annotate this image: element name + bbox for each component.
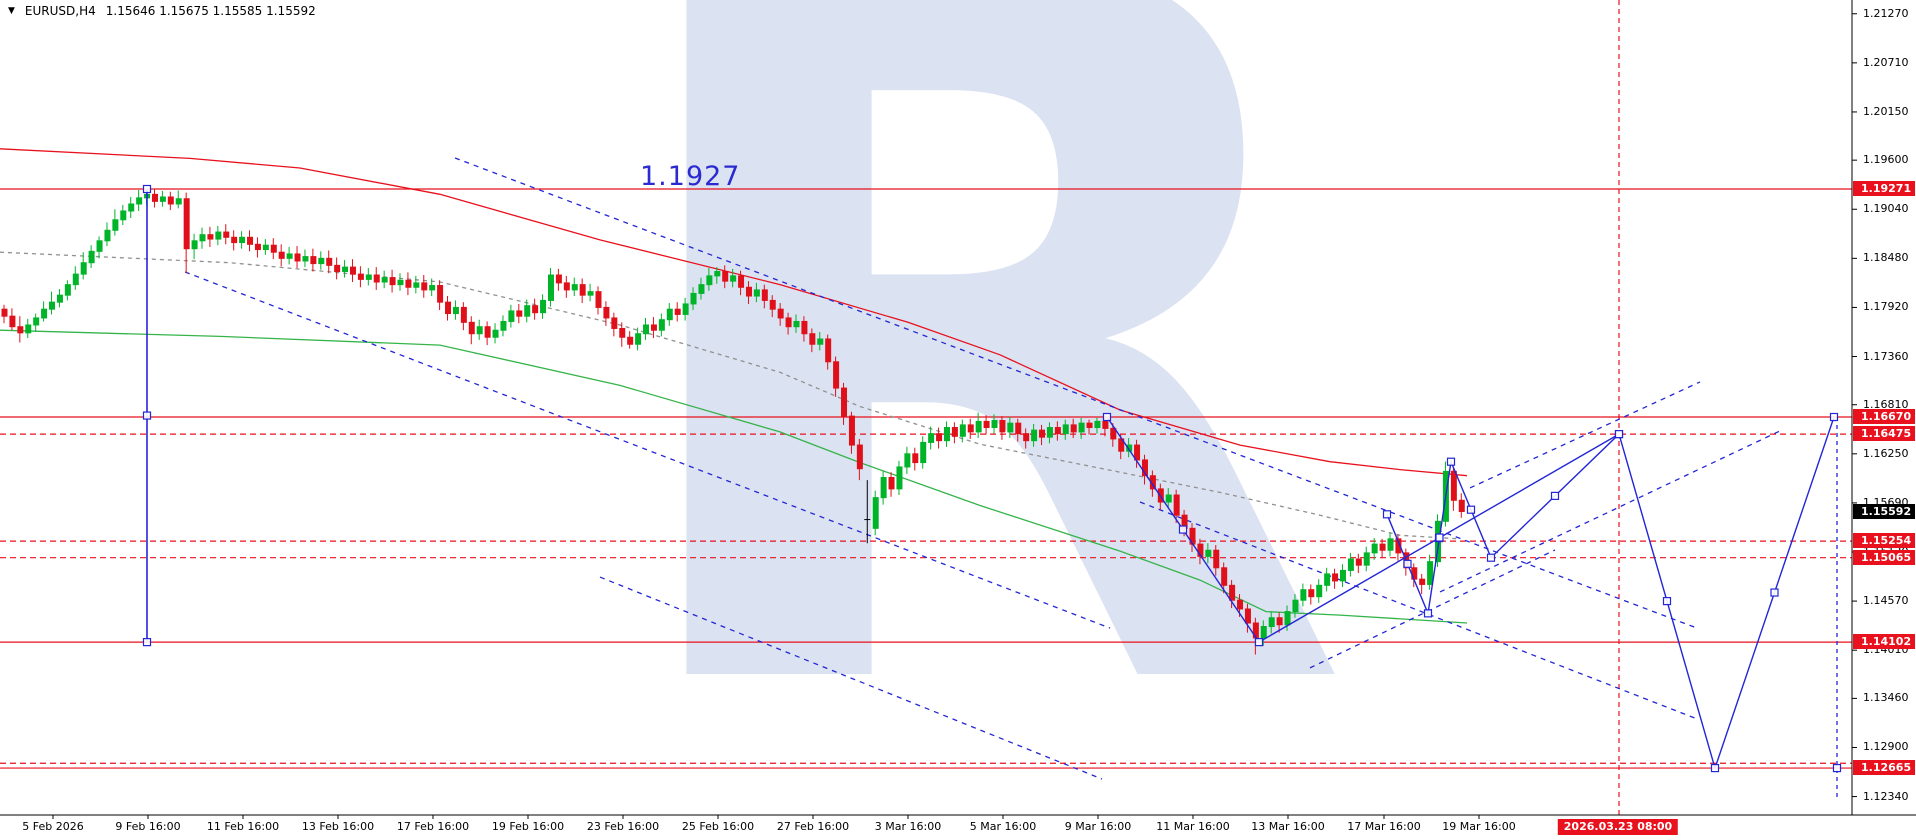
chart-title-bar[interactable]: ▼ EURUSD,H4 1.15646 1.15675 1.15585 1.15…: [8, 4, 316, 18]
object-handle-square: [1832, 763, 1842, 773]
object-handle-square: [1550, 491, 1560, 500]
object-handle-square: [1102, 412, 1112, 422]
price-axis-tick-label: 1.18480: [1863, 251, 1909, 265]
dashed-blue-trendlines[interactable]: [184, 157, 1783, 780]
object-handle-square: [1435, 533, 1444, 542]
time-axis-tick-label: 11 Mar 16:00: [1156, 820, 1230, 833]
time-axis-tick-label: 5 Mar 16:00: [969, 820, 1037, 833]
price-level-tag: 1.19271: [1853, 181, 1915, 196]
current-price-tag: 1.15592: [1853, 503, 1915, 519]
price-level-tag: 1.14102: [1853, 634, 1915, 650]
horizontal-level-lines[interactable]: [0, 188, 1852, 769]
broker-watermark-letter: R: [596, 0, 1355, 840]
time-axis-tick-label: 19 Feb 16:00: [491, 820, 565, 833]
wave-forecast-objects[interactable]: [142, 184, 1842, 800]
horizontal-level-lines-dashed[interactable]: [0, 433, 1852, 764]
object-handle-square: [1423, 609, 1433, 618]
object-handle-square: [1770, 588, 1779, 597]
time-axis-tick-label: 27 Feb 16:00: [776, 820, 850, 833]
price-level-tag: 1.16670: [1853, 409, 1915, 424]
time-axis-tick-label: 9 Feb 16:00: [115, 820, 181, 833]
price-axis-tick-label: 1.12340: [1863, 789, 1909, 803]
price-axis-tick-label: 1.14570: [1863, 594, 1909, 608]
price-level-tag: 1.16475: [1853, 426, 1915, 442]
price-axis-tick-label: 1.20710: [1863, 55, 1909, 69]
object-handle-square: [1829, 412, 1839, 422]
time-axis-tick-label: 11 Feb 16:00: [206, 820, 280, 833]
price-axis-tick-label: 1.19600: [1863, 153, 1909, 167]
event-time-tag: 2026.03.23 08:00: [1557, 819, 1679, 835]
object-handle-square: [142, 184, 152, 194]
time-axis-tick-label: 19 Mar 16:00: [1442, 820, 1516, 833]
time-axis-tick-label: 9 Mar 16:00: [1064, 820, 1132, 833]
price-axis-tick-label: 1.17920: [1863, 300, 1909, 314]
price-level-tag: 1.15065: [1853, 549, 1915, 565]
price-axis-tick-label: 1.17360: [1863, 349, 1909, 363]
symbol-dropdown-icon[interactable]: ▼: [8, 6, 15, 16]
time-axis-tick-label: 13 Mar 16:00: [1251, 820, 1325, 833]
object-handle-square: [1382, 510, 1392, 519]
price-axis-tick-label: 1.13460: [1863, 691, 1909, 705]
object-handle-square: [1662, 596, 1672, 606]
price-axis-tick-label: 1.12900: [1863, 740, 1909, 754]
time-axis-tick-label: 23 Feb 16:00: [586, 820, 660, 833]
candles-layer: [1, 189, 1465, 655]
object-handle-square: [1178, 525, 1188, 534]
object-handle-square: [1614, 429, 1624, 439]
quote-ohlc: 1.15646 1.15675 1.15585 1.15592: [105, 4, 316, 18]
object-handle-square: [1486, 553, 1496, 562]
object-handle-square: [1710, 763, 1720, 773]
object-handle-square: [142, 638, 152, 647]
price-axis-tick-label: 1.19040: [1863, 202, 1909, 216]
symbol-timeframe: EURUSD,H4: [24, 4, 96, 18]
moving-average-red[interactable]: [0, 148, 1468, 477]
price-level-tag: 1.12665: [1853, 760, 1915, 776]
price-level-tag: 1.15254: [1853, 533, 1915, 549]
time-axis-tick-label: 25 Feb 16:00: [681, 820, 755, 833]
object-handle-square: [1403, 559, 1412, 568]
time-axis-tick-label: 3 Mar 16:00: [874, 820, 942, 833]
moving-average-gray-dashed[interactable]: [0, 251, 1461, 540]
object-handle-square: [1446, 457, 1456, 466]
time-axis-tick-label: 17 Mar 16:00: [1347, 820, 1421, 833]
price-axis-tick-label: 1.16810: [1863, 397, 1909, 411]
object-handle-square: [142, 411, 152, 420]
time-axis-tick-label: 13 Feb 16:00: [301, 820, 375, 833]
price-axis-tick-label: 1.16250: [1863, 446, 1909, 460]
moving-average-green[interactable]: [0, 329, 1468, 624]
price-annotation-text[interactable]: 1.1927: [640, 161, 741, 192]
chart-borders: [0, 0, 1916, 819]
object-handle-square: [1466, 505, 1476, 514]
price-axis-tick-label: 1.20150: [1863, 104, 1909, 118]
time-axis-tick-label: 5 Feb 2026: [22, 820, 84, 833]
time-axis-tick-label: 17 Feb 16:00: [396, 820, 470, 833]
price-axis-tick-label: 1.21270: [1863, 6, 1909, 20]
object-handle-square: [1254, 638, 1264, 647]
